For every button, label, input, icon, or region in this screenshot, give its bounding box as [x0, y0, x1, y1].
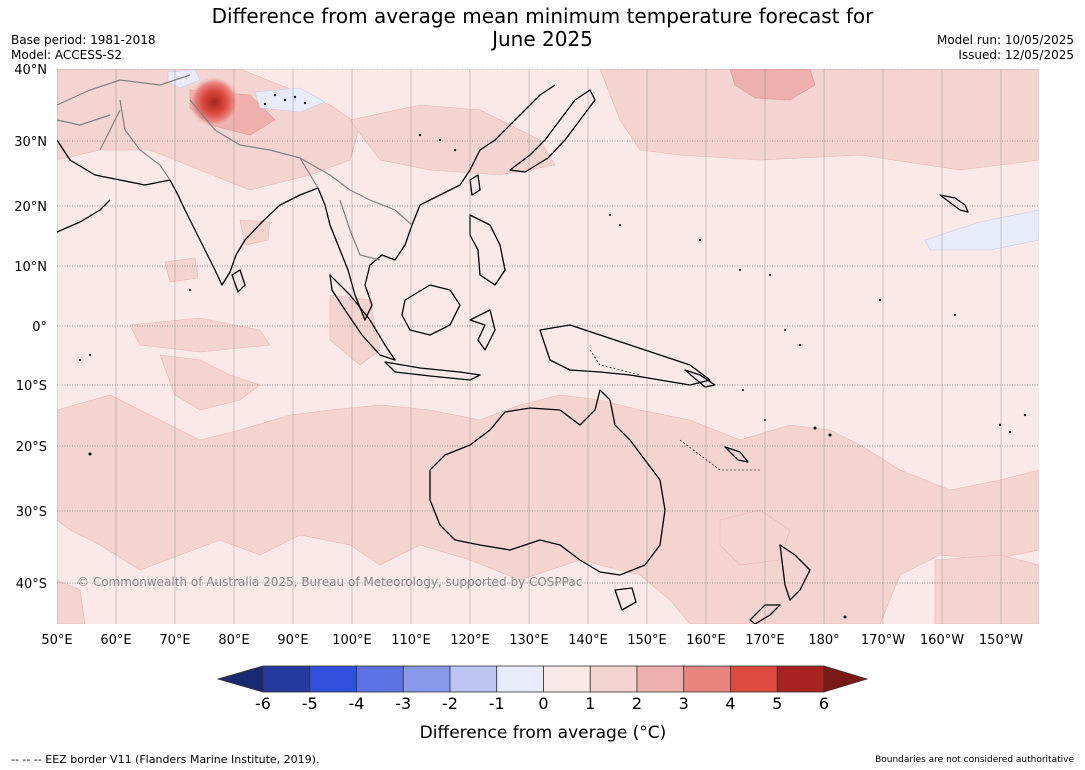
colorbar: -6 -5 -4 -3 -2 -1 0 1 2 3 4 5 6 Difference from aver… — [216, 665, 869, 743]
coast-sulawesi — [469, 309, 496, 351]
title-line-2: June 2025 — [492, 27, 593, 51]
model-name: Model: ACCESS-S2 — [11, 48, 123, 62]
coast-se-asia — [317, 84, 556, 321]
coast-middle-east — [57, 139, 171, 186]
colorbar-tick-label: 6 — [819, 694, 829, 713]
colorbar-tick-label: -5 — [302, 694, 318, 713]
coast-new-caledonia — [724, 446, 749, 463]
meta-left: Base period: 1981-2018 Model: ACCESS-S2 — [11, 33, 156, 63]
coast-borneo — [401, 284, 461, 336]
colorbar-ticks: -6 -5 -4 -3 -2 -1 0 1 2 3 4 5 6 — [255, 694, 829, 713]
lon-label: 120°E — [450, 633, 490, 648]
colorbar-box — [683, 665, 731, 693]
lon-label: 50°E — [41, 633, 72, 648]
lat-label: 10°N — [14, 260, 47, 275]
eez-borders — [589, 349, 760, 471]
lon-label: 160°E — [686, 633, 726, 648]
colorbar-label: Difference from average (°C) — [420, 723, 667, 743]
disclaimer: Boundaries are not considered authoritat… — [875, 755, 1074, 765]
cool-anomaly-0-1 — [167, 69, 1039, 251]
colorbar-tick-label: 1 — [585, 694, 595, 713]
colorbar-box — [543, 665, 591, 693]
lat-label: 10°S — [16, 379, 47, 394]
issued-date: Issued: 12/05/2025 — [958, 48, 1074, 62]
model-run: Model run: 10/05/2025 — [936, 33, 1074, 47]
lon-label: 100°E — [332, 633, 372, 648]
lon-label: 90°E — [277, 633, 308, 648]
coast-java — [384, 361, 481, 381]
colorbar-tick-label: -1 — [489, 694, 505, 713]
coast-philippines — [469, 214, 506, 286]
coast-japan — [509, 89, 596, 173]
colorbar-tick-label: -4 — [349, 694, 365, 713]
chart-title: Difference from average mean minimum tem… — [0, 5, 1085, 51]
colorbar-tick-label: 2 — [632, 694, 642, 713]
colorbar-box — [589, 665, 638, 693]
lat-label: 30°N — [14, 135, 47, 150]
eez-legend: -- -- -- EEZ border V11 (Flanders Marine… — [11, 753, 320, 766]
copyright-notice: © Commonwealth of Australia 2025, Bureau… — [77, 575, 582, 589]
colorbar-box — [730, 665, 778, 693]
lat-label: 0° — [32, 320, 47, 335]
colorbar-box — [776, 665, 825, 693]
colorbar-tick-label: -2 — [442, 694, 458, 713]
colorbar-box — [402, 665, 451, 693]
colorbar-box — [262, 665, 311, 693]
map-field: © Commonwealth of Australia 2025, Bureau… — [57, 69, 1039, 624]
lon-label: 170°E — [745, 633, 785, 648]
coast-australia — [429, 389, 666, 576]
graticule — [57, 69, 1039, 624]
country-borders — [57, 74, 413, 261]
colorbar-low-extend — [216, 665, 264, 693]
small-islands — [79, 93, 1027, 619]
longitude-labels: 50°E 60°E 70°E 80°E 90°E 100°E 110°E 120… — [41, 633, 1023, 648]
lon-label: 150°W — [979, 633, 1023, 648]
lon-label: 110°E — [391, 633, 431, 648]
colorbar-tick-label: 5 — [772, 694, 782, 713]
colorbar-tick-label: 4 — [725, 694, 735, 713]
lat-label: 20°S — [16, 440, 47, 455]
meta-right: Model run: 10/05/2025 Issued: 12/05/2025 — [937, 33, 1074, 63]
lat-label: 40°N — [14, 63, 47, 78]
lon-label: 170°W — [861, 633, 905, 648]
colorbar-high-extend — [823, 665, 869, 693]
colorbar-boxes — [262, 665, 825, 693]
coast-new-zealand — [749, 544, 811, 624]
coast-tasmania — [614, 587, 637, 611]
colorbar-box — [356, 665, 404, 693]
lon-label: 150°E — [627, 633, 667, 648]
colorbar-box — [309, 665, 357, 693]
lon-label: 80°E — [218, 633, 249, 648]
lat-label: 40°S — [16, 577, 47, 592]
colorbar-tick-label: 0 — [538, 694, 548, 713]
base-period: Base period: 1981-2018 — [11, 33, 156, 47]
colorbar-tick-label: 3 — [679, 694, 689, 713]
title-line-1: Difference from average mean minimum tem… — [211, 4, 874, 28]
lon-label: 180° — [808, 633, 839, 648]
latitude-labels: 40°N 30°N 20°N 10°N 0° 10°S 20°S 30°S 40… — [14, 63, 47, 592]
coast-hawaii — [939, 194, 969, 213]
coast-srilanka — [231, 269, 246, 293]
colorbar-tick-label: -3 — [395, 694, 411, 713]
colorbar-tick-label: -6 — [255, 694, 271, 713]
hotspot-anomaly — [188, 76, 240, 128]
coastlines — [57, 84, 969, 624]
lat-label: 30°S — [16, 505, 47, 520]
colorbar-box — [496, 665, 544, 693]
coast-india — [169, 179, 319, 286]
coast-sumatra — [329, 274, 396, 361]
colorbar-box — [636, 665, 685, 693]
lon-label: 130°E — [509, 633, 549, 648]
coast-taiwan — [469, 174, 481, 196]
lat-label: 20°N — [14, 200, 47, 215]
lon-label: 140°E — [568, 633, 608, 648]
lon-label: 70°E — [159, 633, 190, 648]
lon-label: 160°W — [920, 633, 964, 648]
lon-label: 60°E — [100, 633, 131, 648]
coast-arabia — [57, 199, 111, 233]
colorbar-box — [449, 665, 498, 693]
